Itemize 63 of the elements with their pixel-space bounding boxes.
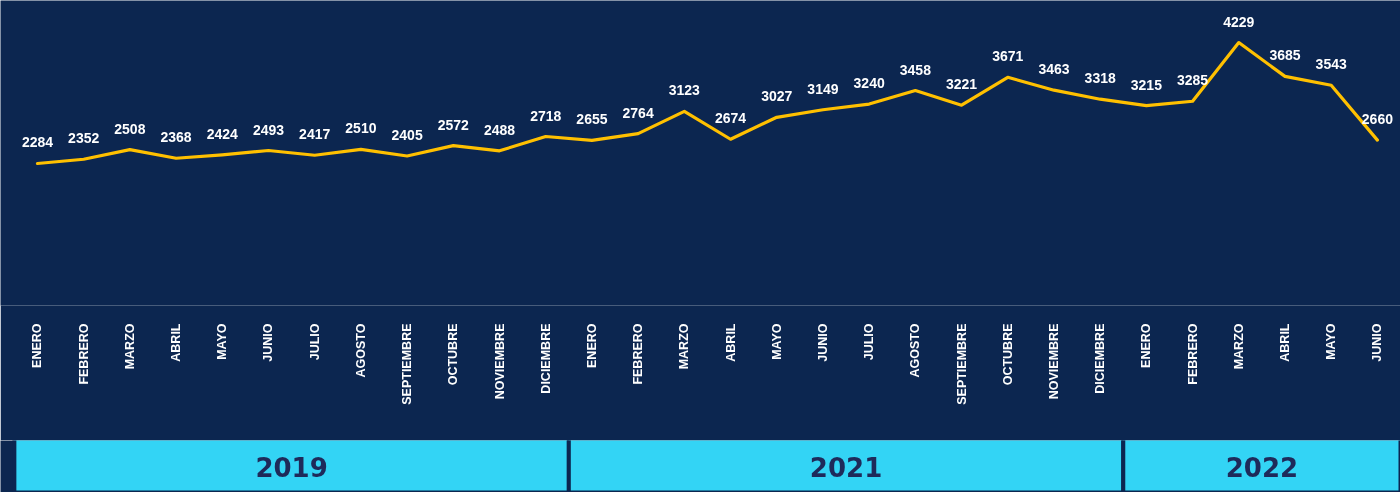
data-label: 2510 xyxy=(345,120,377,137)
x-tick-label: MARZO xyxy=(677,323,692,370)
data-label: 2424 xyxy=(206,125,239,142)
x-tick-label: NOVIEMBRE xyxy=(1046,323,1061,400)
data-label: 2352 xyxy=(68,130,100,147)
x-tick-label: JUNIO xyxy=(1370,323,1385,362)
data-label: 3215 xyxy=(1130,76,1163,93)
x-tick-label: ABRIL xyxy=(1277,323,1292,362)
x-tick-label: AGOSTO xyxy=(908,323,923,378)
x-tick-label: MAYO xyxy=(769,323,784,360)
data-label: 3221 xyxy=(945,76,978,93)
data-label: 2368 xyxy=(160,129,192,146)
x-tick-label: MAYO xyxy=(215,323,230,360)
data-label: 3463 xyxy=(1038,61,1070,78)
x-tick-label: ENERO xyxy=(30,323,45,368)
x-tick-label: OCTUBRE xyxy=(446,323,461,386)
x-tick-label: ENERO xyxy=(584,323,599,368)
x-tick-label: JULIO xyxy=(862,323,877,361)
x-tick-label: ABRIL xyxy=(723,323,738,362)
data-label: 2417 xyxy=(299,126,331,143)
data-label: 2660 xyxy=(1361,111,1394,128)
data-label: 2572 xyxy=(437,116,470,133)
text: 2019 xyxy=(255,452,328,483)
data-label: 3240 xyxy=(853,75,885,92)
data-label: 2488 xyxy=(483,121,516,138)
x-tick-label: SEPTIEMBRE xyxy=(400,323,415,405)
data-label: 2718 xyxy=(530,107,562,124)
x-tick-label: ABRIL xyxy=(169,323,184,362)
data-label: 3318 xyxy=(1084,70,1116,87)
x-tick-label: DICIEMBRE xyxy=(1093,323,1108,394)
x-tick-label: MARZO xyxy=(1231,323,1246,370)
x-tick-label: JUNIO xyxy=(261,323,276,362)
x-tick-label: AGOSTO xyxy=(353,323,368,378)
data-label: 2284 xyxy=(21,134,54,151)
x-tick-label: FEBRERO xyxy=(76,323,91,385)
data-label: 2508 xyxy=(114,120,146,137)
x-tick-label: JULIO xyxy=(307,323,322,361)
text: 2021 xyxy=(809,452,883,483)
data-label: 3671 xyxy=(992,48,1024,65)
data-label: 2764 xyxy=(622,104,654,121)
x-tick-label: FEBRERO xyxy=(1185,323,1200,385)
x-tick-label: DICIEMBRE xyxy=(538,323,553,394)
data-label: 3027 xyxy=(761,88,793,105)
data-label: 3123 xyxy=(668,82,701,99)
data-label: 4229 xyxy=(1223,13,1255,30)
x-tick-label: SEPTIEMBRE xyxy=(954,323,969,405)
data-label: 2405 xyxy=(391,126,423,143)
data-label: 3685 xyxy=(1269,47,1301,64)
x-tick-label: MAYO xyxy=(1324,323,1339,360)
data-label: 2674 xyxy=(714,110,747,127)
x-tick-label: JUNIO xyxy=(815,323,830,362)
data-label: 3149 xyxy=(807,80,839,97)
x-tick-label: OCTUBRE xyxy=(1000,323,1015,386)
x-tick-label: FEBRERO xyxy=(631,323,646,385)
x-tick-label: ENERO xyxy=(1139,323,1154,368)
data-label: 3458 xyxy=(899,61,932,78)
data-label: 2655 xyxy=(576,111,608,128)
data-label: 3543 xyxy=(1315,56,1347,73)
x-tick-label: MARZO xyxy=(122,323,137,370)
x-tick-label: NOVIEMBRE xyxy=(492,323,507,400)
data-label: 3285 xyxy=(1177,72,1209,89)
data-label: 2493 xyxy=(252,121,285,138)
text: 2022 xyxy=(1225,452,1299,483)
